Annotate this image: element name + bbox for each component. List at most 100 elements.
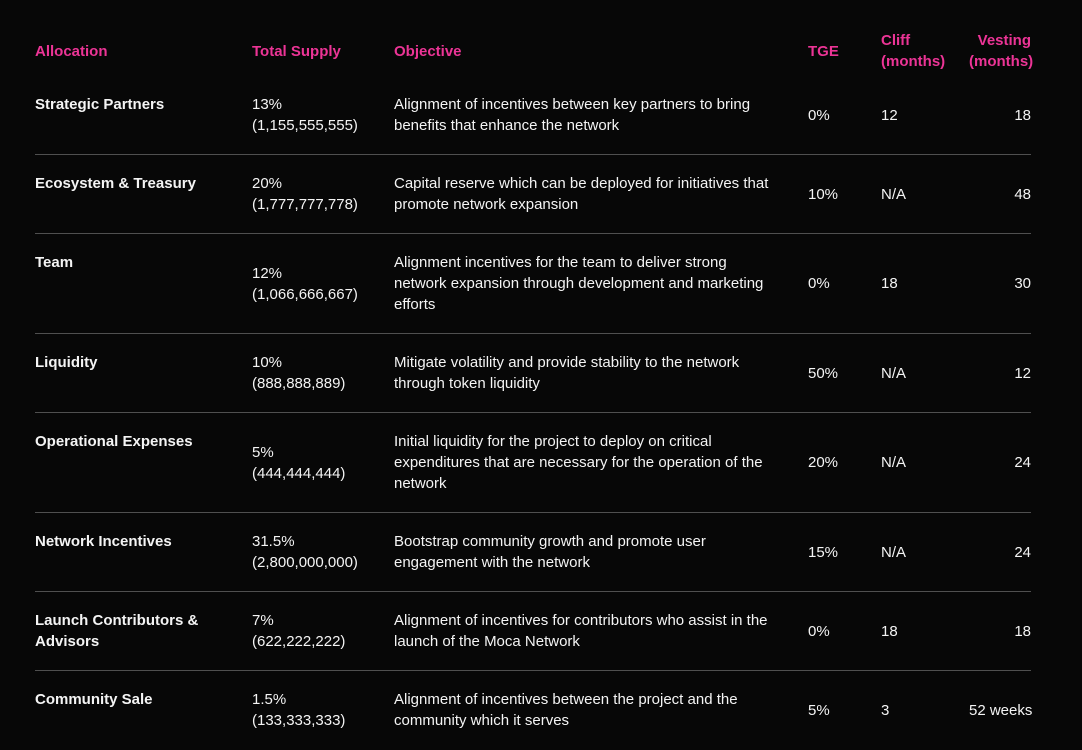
supply-percent: 10% [252, 354, 283, 371]
tge-cell: 10% [808, 154, 881, 234]
total-supply-cell: 10% (888,888,889) [252, 333, 394, 413]
vesting-cell: 18 [969, 591, 1031, 671]
objective-cell: Alignment incentives for the team to del… [394, 233, 808, 334]
cliff-cell: 12 [881, 106, 898, 124]
objective-cell: Alignment of incentives between the proj… [394, 670, 808, 749]
supply-amount: (1,777,777,778) [252, 196, 358, 213]
vesting-cell: 48 [969, 154, 1031, 234]
allocation-label: Team [35, 254, 74, 271]
supply-amount: (133,333,333) [252, 712, 346, 729]
total-supply-cell: 5% (444,444,444) [252, 412, 394, 513]
tge-cell: 0% [808, 106, 830, 124]
total-supply-cell: 20% (1,777,777,778) [252, 154, 394, 234]
objective-cell: Bootstrap community growth and promote u… [394, 512, 808, 592]
col-header-objective-label: Objective [394, 42, 462, 60]
allocation-label: Community Sale [35, 691, 153, 708]
allocation-cell: Liquidity [35, 333, 252, 413]
objective-text: Alignment of incentives between key part… [394, 96, 751, 134]
vesting-cell: 30 [969, 233, 1031, 334]
col-header-objective: Objective [394, 14, 808, 76]
supply-percent: 1.5% [252, 691, 287, 708]
supply-percent: 7% [252, 612, 274, 629]
total-supply-cell: 7% (622,222,222) [252, 591, 394, 671]
vesting-cell: 52 weeks [969, 670, 1032, 749]
table-row: Strategic Partners 13% (1,155,555,555) A… [35, 76, 1031, 155]
col-header-cliff-label: Cliff [881, 32, 911, 49]
cliff-cell: N/A [881, 154, 969, 234]
total-supply-cell: 1.5% (133,333,333) [252, 670, 394, 749]
col-header-allocation-label: Allocation [35, 42, 108, 60]
vesting-cell: 24 [969, 512, 1031, 592]
allocation-label: Operational Expenses [35, 433, 193, 450]
allocation-cell: Launch Contributors & Advisors [35, 591, 252, 671]
allocation-cell: Ecosystem & Treasury [35, 154, 252, 234]
supply-amount: (444,444,444) [252, 464, 346, 482]
table-row: Team 12% (1,066,666,667) Alignment incen… [35, 233, 1031, 334]
total-supply-cell: 13% (1,155,555,555) [252, 76, 394, 155]
total-supply-cell: 12% (1,066,666,667) [252, 233, 394, 334]
col-header-total-supply: Total Supply [252, 14, 394, 76]
vesting-cell: 24 [969, 412, 1031, 513]
allocation-label: Network Incentives [35, 533, 172, 550]
allocation-cell: Network Incentives [35, 512, 252, 592]
cliff-cell: 18 [881, 591, 969, 671]
tge-cell: 0% [808, 233, 881, 334]
col-header-tge: TGE [808, 14, 881, 76]
allocation-label: Strategic Partners [35, 96, 165, 113]
table-row: Network Incentives 31.5% (2,800,000,000)… [35, 512, 1031, 592]
objective-text: Bootstrap community growth and promote u… [394, 533, 706, 571]
col-header-vesting-unit: (months) [969, 53, 1034, 70]
cliff-cell: N/A [881, 412, 969, 513]
objective-cell: Initial liquidity for the project to dep… [394, 412, 808, 513]
supply-amount: (622,222,222) [252, 633, 346, 650]
table-header: Allocation Total Supply Objective TGE Cl… [35, 14, 1034, 76]
supply-percent: 31.5% [252, 533, 295, 550]
objective-text: Alignment incentives for the team to del… [394, 254, 764, 313]
allocation-cell: Strategic Partners [35, 76, 252, 155]
cliff-cell: 3 [881, 670, 969, 749]
col-header-vesting-label: Vesting [977, 32, 1031, 49]
objective-text: Initial liquidity for the project to dep… [394, 433, 763, 492]
supply-percent: 20% [252, 175, 283, 192]
supply-amount: (1,155,555,555) [252, 117, 358, 134]
allocation-cell: Team [35, 233, 252, 334]
allocation-label: Ecosystem & Treasury [35, 175, 196, 192]
objective-cell: Mitigate volatility and provide stabilit… [394, 333, 808, 413]
tge-cell: 15% [808, 512, 881, 592]
tge-cell: 5% [808, 670, 881, 749]
table-row: Ecosystem & Treasury 20% (1,777,777,778)… [35, 154, 1031, 234]
supply-percent: 12% [252, 264, 283, 282]
tge-cell: 0% [808, 591, 881, 671]
cliff-cell: N/A [881, 512, 969, 592]
header-row: Allocation Total Supply Objective TGE Cl… [35, 14, 1034, 76]
vesting-cell: 12 [969, 333, 1031, 413]
vesting-cell: 18 [1014, 106, 1031, 124]
table-row: Liquidity 10% (888,888,889) Mitigate vol… [35, 333, 1031, 413]
supply-percent: 5% [252, 443, 274, 461]
table-row: Operational Expenses 5% (444,444,444) In… [35, 412, 1031, 513]
col-header-vesting: Vesting (months) [969, 14, 1034, 76]
allocation-label: Launch Contributors & Advisors [35, 612, 199, 650]
cliff-cell: N/A [881, 333, 969, 413]
tge-cell: 50% [808, 333, 881, 413]
supply-amount: (888,888,889) [252, 375, 346, 392]
col-header-cliff: Cliff (months) [881, 14, 969, 76]
objective-text: Mitigate volatility and provide stabilit… [394, 354, 740, 392]
table-row: Community Sale 1.5% (133,333,333) Alignm… [35, 670, 1032, 749]
cliff-cell: 18 [881, 233, 969, 334]
token-allocation-table: Allocation Total Supply Objective TGE Cl… [35, 14, 1034, 749]
objective-text: Alignment of incentives between the proj… [394, 691, 738, 729]
col-header-cliff-unit: (months) [881, 53, 946, 70]
table-body: Strategic Partners 13% (1,155,555,555) A… [35, 76, 1032, 749]
supply-amount: (2,800,000,000) [252, 554, 358, 571]
table-row: Launch Contributors & Advisors 7% (622,2… [35, 591, 1031, 671]
allocation-cell: Community Sale [35, 670, 252, 749]
objective-cell: Alignment of incentives between key part… [394, 76, 808, 155]
col-header-allocation: Allocation [35, 14, 252, 76]
supply-percent: 13% [252, 96, 283, 113]
total-supply-cell: 31.5% (2,800,000,000) [252, 512, 394, 592]
col-header-total-supply-label: Total Supply [252, 42, 341, 60]
objective-text: Capital reserve which can be deployed fo… [394, 175, 769, 213]
supply-amount: (1,066,666,667) [252, 285, 358, 303]
